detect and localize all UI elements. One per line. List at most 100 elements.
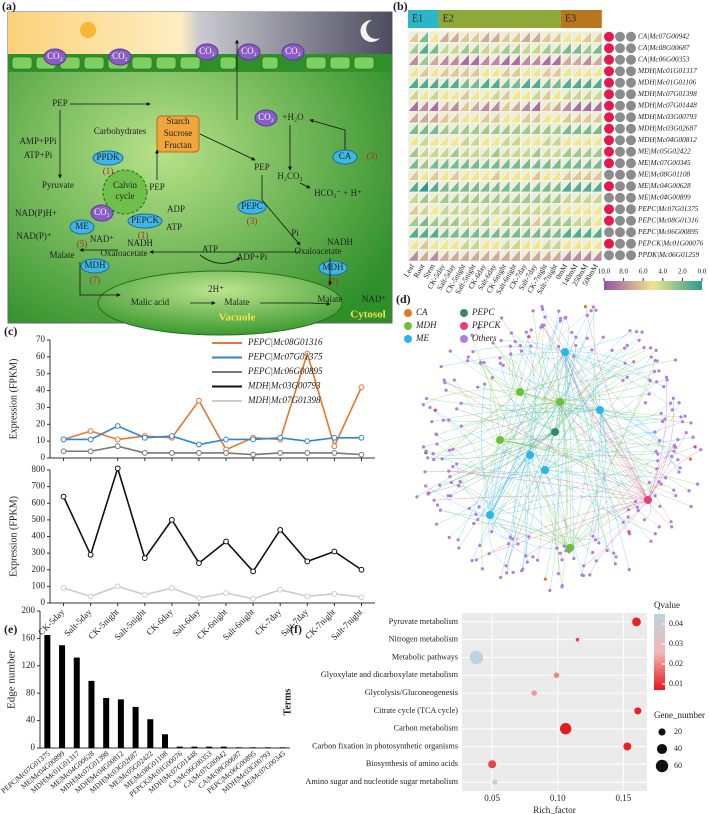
legend-dot <box>404 322 412 330</box>
node <box>601 335 605 339</box>
label: +H₂O <box>282 112 304 122</box>
edge <box>599 409 681 468</box>
node <box>560 584 564 588</box>
node <box>669 520 673 524</box>
edge <box>477 386 561 403</box>
edge <box>448 470 649 501</box>
node <box>670 525 674 529</box>
sun <box>80 22 96 38</box>
edge <box>522 454 531 570</box>
node <box>451 464 455 469</box>
group-marker <box>626 100 636 111</box>
edge <box>525 499 649 557</box>
node <box>649 346 653 350</box>
group-marker <box>604 169 614 180</box>
point <box>87 448 94 455</box>
row-label: PEPC|Mc06G00895 <box>637 227 699 236</box>
edge <box>559 350 657 403</box>
point <box>114 443 121 450</box>
point <box>331 548 338 555</box>
point <box>277 586 284 593</box>
node <box>670 408 674 412</box>
node <box>433 408 437 412</box>
y-axis-title: Expression (FPKM) <box>8 359 19 440</box>
edge <box>569 483 662 549</box>
edge <box>427 431 556 460</box>
edge <box>481 439 501 569</box>
node <box>562 544 566 548</box>
panel-label: (e) <box>4 622 17 636</box>
hub-node <box>486 511 494 519</box>
y-tick-label: 500 <box>32 514 46 524</box>
edge <box>557 317 566 403</box>
point <box>358 434 365 441</box>
group-marker <box>604 112 614 123</box>
node <box>574 335 578 339</box>
node <box>660 419 665 424</box>
y-tick-label: 0 <box>31 742 36 752</box>
edge <box>434 495 649 501</box>
node <box>424 449 428 453</box>
node <box>490 376 494 380</box>
label: (7) <box>328 277 339 287</box>
node <box>652 369 656 373</box>
y-tick-label: Nitrogen metabolism <box>389 635 459 644</box>
group-marker <box>604 123 614 134</box>
panel-label: (f) <box>290 622 302 636</box>
wall-cells <box>11 56 375 70</box>
label: NAD(P)⁺ <box>16 231 51 241</box>
node <box>524 330 528 334</box>
y-tick-label: 300 <box>32 547 46 557</box>
y-tick-label: 80 <box>26 687 36 697</box>
edge <box>599 409 660 441</box>
node <box>693 445 697 449</box>
point <box>114 423 121 429</box>
node <box>591 305 595 309</box>
node <box>451 447 455 451</box>
edge <box>459 401 561 482</box>
node <box>424 396 429 401</box>
y-axis-title: Edge number <box>6 650 18 709</box>
node <box>669 401 673 405</box>
node <box>458 479 462 484</box>
label: CO₂ <box>258 112 274 122</box>
point <box>141 434 148 441</box>
edge <box>433 391 521 460</box>
node <box>656 459 660 463</box>
bubble <box>531 690 537 696</box>
edge <box>564 351 630 570</box>
legend-label: CA <box>416 307 428 317</box>
group-marker <box>626 181 636 192</box>
node <box>627 530 631 534</box>
bar <box>88 680 95 748</box>
node <box>621 520 625 524</box>
node <box>509 331 514 335</box>
label: Vacuole <box>219 312 256 324</box>
node <box>649 355 653 359</box>
node <box>614 555 618 559</box>
group-header <box>438 10 561 28</box>
edge <box>476 499 649 561</box>
bubble <box>488 760 497 769</box>
node <box>509 352 513 356</box>
node <box>642 345 646 350</box>
node <box>558 551 562 555</box>
edge <box>425 471 649 501</box>
edge <box>443 401 561 422</box>
y-tick-label: Pyruvate metabolism <box>389 617 459 626</box>
node <box>674 493 678 498</box>
edge <box>489 499 649 554</box>
x-tick-label: 0.10 <box>550 793 566 803</box>
label: MDH <box>84 260 106 270</box>
y-tick-label: 200 <box>32 564 46 574</box>
node <box>683 414 687 418</box>
legend-dot <box>404 309 412 317</box>
bubble <box>553 672 560 679</box>
edge <box>452 466 546 479</box>
colorbar-label: 0.0 <box>698 268 707 276</box>
y-tick-label: 700 <box>32 481 46 491</box>
label: H₂CO₃ <box>277 171 302 181</box>
point <box>358 594 365 601</box>
node <box>543 315 547 319</box>
